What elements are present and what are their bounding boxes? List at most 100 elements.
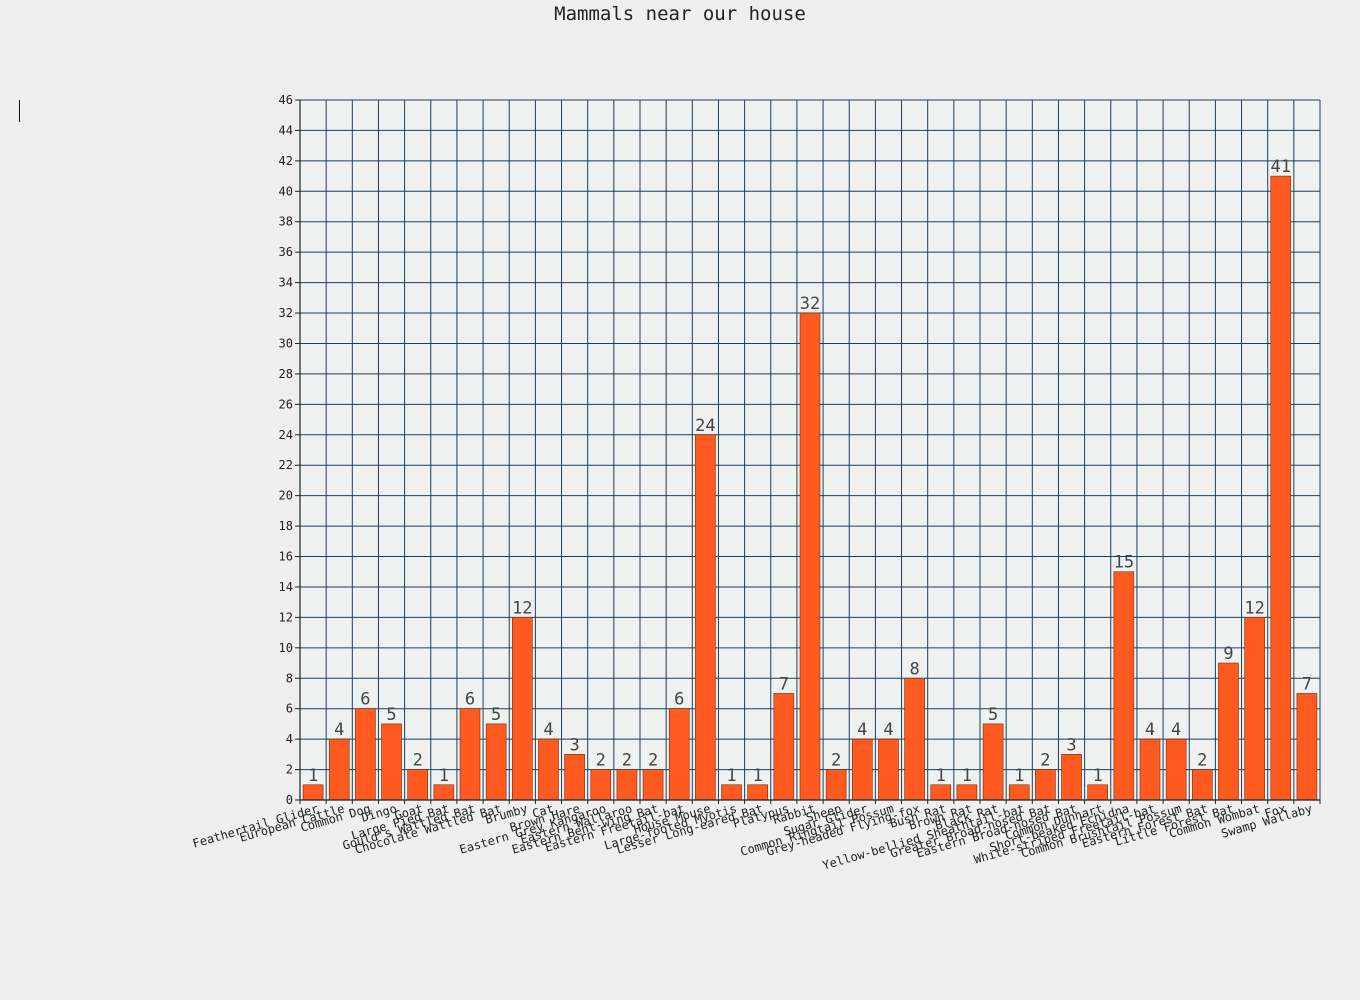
data-label: 7 <box>1302 674 1312 694</box>
bar <box>695 434 716 801</box>
bar <box>825 769 847 801</box>
data-label: 41 <box>1271 157 1291 177</box>
x-tick-label: Fox <box>1263 801 1288 820</box>
data-label: 1 <box>439 766 449 786</box>
bar <box>721 784 742 801</box>
y-tick-label: 4 <box>286 732 293 746</box>
bar <box>956 784 978 801</box>
data-label: 9 <box>1223 644 1233 664</box>
bar <box>485 723 507 801</box>
bar <box>1244 617 1265 801</box>
data-label: 12 <box>1244 598 1264 618</box>
bar <box>1218 662 1239 801</box>
bar <box>538 738 559 801</box>
data-label: 4 <box>334 720 344 740</box>
data-label: 5 <box>988 705 998 725</box>
data-label: 1 <box>726 766 736 786</box>
data-label: 4 <box>883 720 893 740</box>
data-label: 4 <box>857 720 867 740</box>
bar <box>799 312 821 801</box>
data-label: 1 <box>1014 766 1024 786</box>
y-tick-label: 12 <box>279 610 293 624</box>
bar <box>564 754 585 801</box>
y-tick-label: 36 <box>279 245 293 259</box>
data-label: 2 <box>596 751 606 771</box>
bar <box>982 723 1004 801</box>
bar <box>407 769 428 801</box>
data-label: 3 <box>569 735 579 755</box>
data-label: 5 <box>491 705 501 725</box>
y-tick-label: 16 <box>279 550 293 564</box>
y-tick-label: 18 <box>279 519 293 533</box>
y-tick-label: 26 <box>279 397 293 411</box>
data-label: 24 <box>695 416 715 436</box>
bar <box>459 708 481 801</box>
y-tick-label: 30 <box>279 336 293 350</box>
bar <box>1087 784 1108 801</box>
data-label: 1 <box>962 766 972 786</box>
data-label: 4 <box>1171 720 1181 740</box>
y-tick-label: 2 <box>286 763 293 777</box>
y-tick-label: 40 <box>279 184 293 198</box>
bar <box>878 738 899 801</box>
data-label: 2 <box>831 751 841 771</box>
bar <box>328 738 350 801</box>
data-label: 1 <box>308 766 318 786</box>
data-label: 2 <box>1197 751 1207 771</box>
y-tick-label: 20 <box>279 489 293 503</box>
data-label: 2 <box>413 751 423 771</box>
bar <box>930 784 952 801</box>
y-tick-label: 38 <box>279 215 293 229</box>
data-label: 1 <box>1093 766 1103 786</box>
bar <box>1035 769 1056 801</box>
data-label: 1 <box>936 766 946 786</box>
data-label: 1 <box>753 766 763 786</box>
bar <box>773 693 795 801</box>
y-tick-label: 24 <box>279 428 293 442</box>
bar <box>1270 175 1292 801</box>
data-label: 3 <box>1066 735 1076 755</box>
y-tick-label: 28 <box>279 367 293 381</box>
data-label: 8 <box>909 659 919 679</box>
data-label: 2 <box>622 751 632 771</box>
data-label: 4 <box>1145 720 1155 740</box>
bar <box>1061 754 1082 801</box>
y-tick-label: 10 <box>279 641 293 655</box>
bar <box>1296 693 1318 801</box>
data-label: 4 <box>543 720 553 740</box>
bar <box>302 784 324 801</box>
y-tick-label: 14 <box>279 580 293 594</box>
bar <box>1192 769 1213 801</box>
data-label: 7 <box>779 674 789 694</box>
y-tick-label: 6 <box>286 702 293 716</box>
bar <box>512 617 533 801</box>
x-tick-label: Cat <box>531 801 556 820</box>
data-label: 6 <box>360 690 370 710</box>
y-tick-label: 44 <box>279 123 293 137</box>
data-label: 2 <box>1040 751 1050 771</box>
bar <box>1165 738 1187 801</box>
chart-title: Mammals near our house <box>554 3 806 25</box>
data-label: 15 <box>1114 553 1134 573</box>
data-label: 6 <box>674 690 684 710</box>
data-label: 2 <box>648 751 658 771</box>
bar <box>642 769 664 801</box>
data-label: 5 <box>386 705 396 725</box>
text-cursor <box>19 100 20 122</box>
bar <box>355 708 376 801</box>
bar <box>852 738 873 801</box>
bar <box>1113 571 1135 801</box>
data-label: 6 <box>465 690 475 710</box>
bar <box>616 769 638 801</box>
bar <box>904 677 925 801</box>
y-tick-label: 46 <box>279 93 293 107</box>
bar <box>1139 738 1161 801</box>
data-label: 32 <box>800 294 820 314</box>
data-label: 12 <box>512 598 532 618</box>
bar <box>668 708 690 801</box>
y-tick-label: 22 <box>279 458 293 472</box>
y-tick-label: 32 <box>279 306 293 320</box>
y-tick-label: 8 <box>286 671 293 685</box>
